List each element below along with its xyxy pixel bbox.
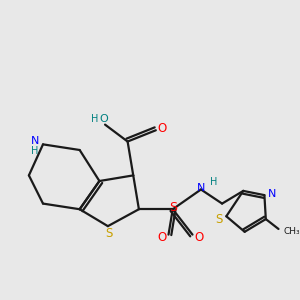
Text: S: S bbox=[169, 201, 177, 214]
Text: H: H bbox=[92, 114, 99, 124]
Text: H: H bbox=[32, 146, 39, 156]
Text: O: O bbox=[99, 114, 108, 124]
Text: N: N bbox=[268, 189, 277, 199]
Text: H: H bbox=[210, 177, 217, 188]
Text: S: S bbox=[106, 227, 113, 240]
Text: N: N bbox=[197, 183, 205, 193]
Text: N: N bbox=[31, 136, 39, 146]
Text: O: O bbox=[194, 232, 203, 244]
Text: O: O bbox=[158, 122, 166, 135]
Text: S: S bbox=[216, 213, 223, 226]
Text: CH₃: CH₃ bbox=[284, 227, 300, 236]
Text: O: O bbox=[158, 232, 167, 244]
